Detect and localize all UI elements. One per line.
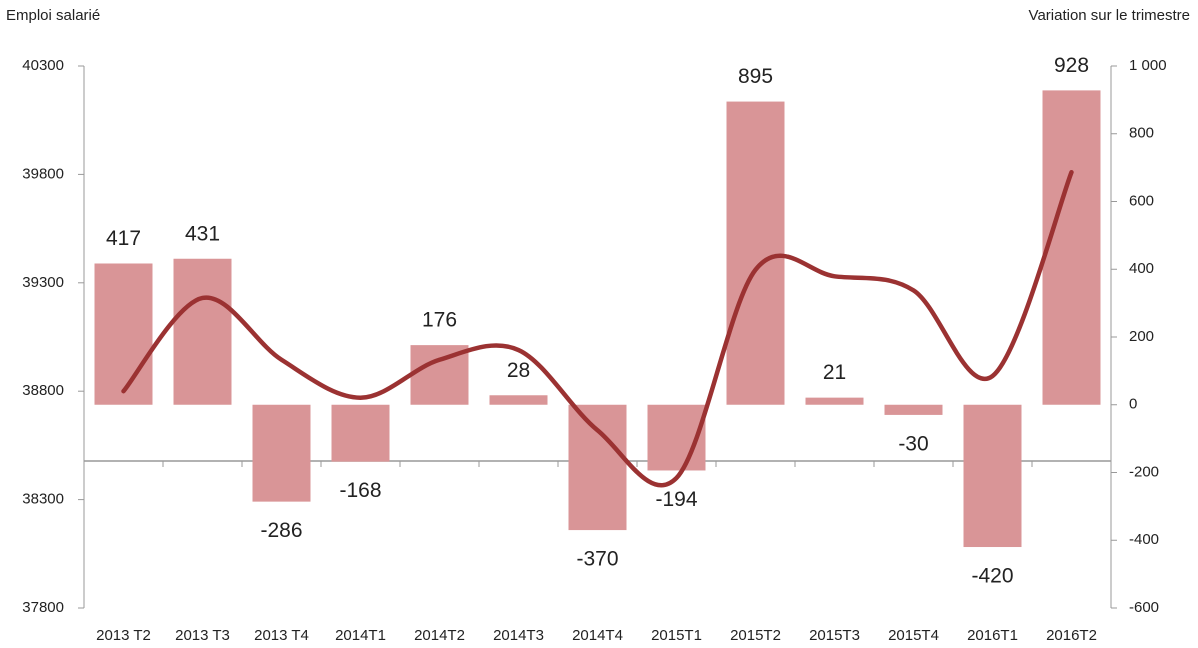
data-label: -370 bbox=[576, 548, 618, 571]
x-tick-label: 2016T1 bbox=[967, 627, 1018, 644]
y2-tick-label: 1 000 bbox=[1129, 57, 1167, 74]
y2-tick-label: 200 bbox=[1129, 328, 1154, 345]
y-tick-label: 39300 bbox=[22, 274, 64, 291]
x-tick-label: 2014T3 bbox=[493, 627, 544, 644]
data-label: -420 bbox=[971, 565, 1013, 588]
y-tick-label: 37800 bbox=[22, 599, 64, 616]
data-label: -30 bbox=[898, 432, 928, 455]
y2-tick-label: -600 bbox=[1129, 599, 1159, 616]
y2-axis-title: Variation sur le trimestre bbox=[1029, 7, 1190, 24]
x-tick-label: 2015T2 bbox=[730, 627, 781, 644]
bar bbox=[963, 404, 1022, 548]
y2-tick-label: -400 bbox=[1129, 531, 1159, 548]
x-tick-label: 2013 T2 bbox=[96, 627, 151, 644]
data-label: 176 bbox=[422, 309, 457, 332]
y-tick-label: 40300 bbox=[22, 57, 64, 74]
data-label: 21 bbox=[823, 361, 846, 384]
bar bbox=[884, 404, 943, 415]
x-tick-label: 2014T1 bbox=[335, 627, 386, 644]
bar bbox=[805, 397, 864, 405]
x-tick-label: 2014T2 bbox=[414, 627, 465, 644]
data-label: 928 bbox=[1054, 54, 1089, 77]
y2-tick-label: 800 bbox=[1129, 125, 1154, 142]
y-axis-title: Emploi salarié bbox=[6, 7, 100, 24]
x-tick-label: 2015T4 bbox=[888, 627, 939, 644]
bar bbox=[1042, 90, 1101, 405]
x-tick-label: 2015T3 bbox=[809, 627, 860, 644]
y-tick-label: 38800 bbox=[22, 382, 64, 399]
y2-tick-label: 400 bbox=[1129, 260, 1154, 277]
data-label: -286 bbox=[260, 519, 302, 542]
data-label: -168 bbox=[339, 479, 381, 502]
data-label: -194 bbox=[655, 488, 697, 511]
x-tick-label: 2013 T3 bbox=[175, 627, 230, 644]
bar bbox=[331, 404, 390, 462]
x-tick-label: 2016T2 bbox=[1046, 627, 1097, 644]
data-label: 431 bbox=[185, 222, 220, 245]
x-tick-label: 2014T4 bbox=[572, 627, 623, 644]
data-label: 28 bbox=[507, 359, 530, 382]
x-tick-label: 2015T1 bbox=[651, 627, 702, 644]
data-label: 417 bbox=[106, 227, 141, 250]
y2-tick-label: -200 bbox=[1129, 463, 1159, 480]
line bbox=[121, 169, 1074, 488]
data-label: 895 bbox=[738, 65, 773, 88]
bar bbox=[489, 395, 548, 405]
x-tick-label: 2013 T4 bbox=[254, 627, 309, 644]
y-tick-label: 38300 bbox=[22, 491, 64, 508]
bar bbox=[726, 101, 785, 405]
y2-tick-label: 600 bbox=[1129, 192, 1154, 209]
bar bbox=[94, 263, 153, 405]
bar bbox=[252, 404, 311, 502]
bar bbox=[568, 404, 627, 531]
y2-tick-label: 0 bbox=[1129, 396, 1137, 413]
y-tick-label: 39800 bbox=[22, 165, 64, 182]
bar bbox=[173, 258, 232, 405]
